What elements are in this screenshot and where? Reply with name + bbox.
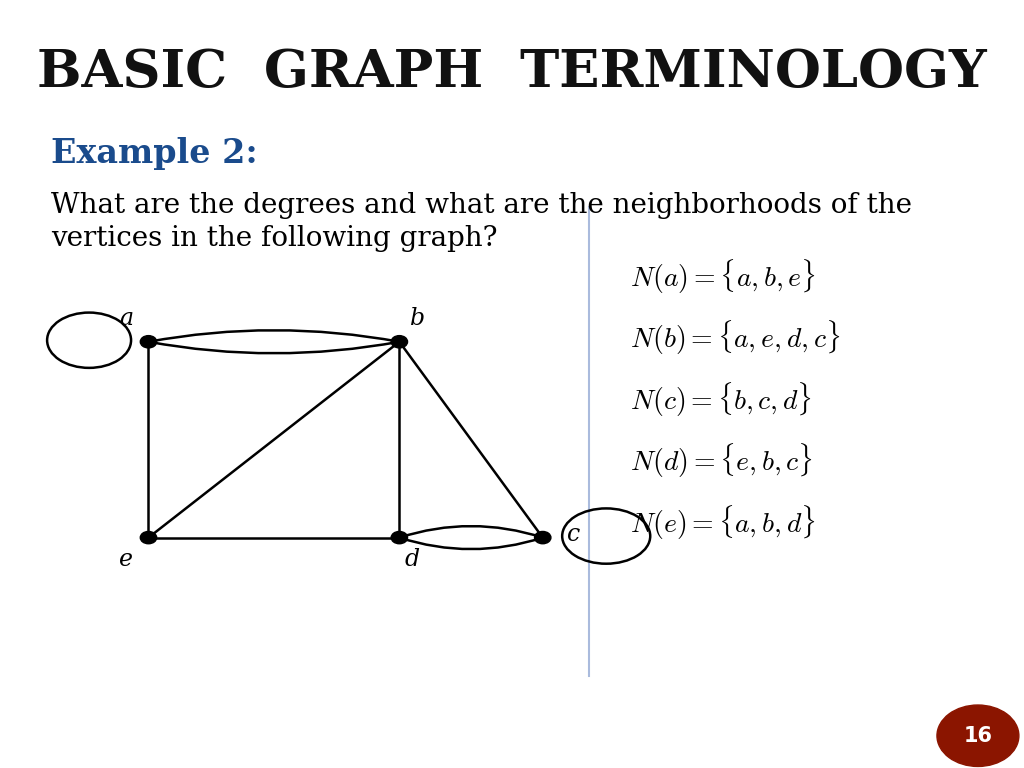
Text: a: a (119, 307, 133, 330)
Text: b: b (411, 307, 425, 330)
Text: c: c (567, 523, 580, 546)
Circle shape (140, 531, 157, 544)
Text: Example 2:: Example 2: (51, 137, 258, 170)
Circle shape (391, 531, 408, 544)
Text: e: e (119, 548, 133, 571)
Text: d: d (404, 548, 419, 571)
Text: $N(e) = \{a, b, d\}$: $N(e) = \{a, b, d\}$ (630, 503, 815, 541)
Text: What are the degrees and what are the neighborhoods of the: What are the degrees and what are the ne… (51, 191, 912, 219)
Text: $N(a) = \{a, b, e\}$: $N(a) = \{a, b, e\}$ (630, 257, 815, 296)
Circle shape (535, 531, 551, 544)
Circle shape (391, 336, 408, 348)
Text: 16: 16 (964, 726, 992, 746)
Text: vertices in the following graph?: vertices in the following graph? (51, 224, 498, 252)
Circle shape (140, 336, 157, 348)
Text: $N(b) = \{a, e, d, c\}$: $N(b) = \{a, e, d, c\}$ (630, 319, 840, 357)
Text: BASIC  GRAPH  TERMINOLOGY: BASIC GRAPH TERMINOLOGY (37, 48, 987, 98)
Text: $N(c) = \{b, c, d\}$: $N(c) = \{b, c, d\}$ (630, 380, 812, 419)
Text: $N(d) = \{e, b, c\}$: $N(d) = \{e, b, c\}$ (630, 442, 813, 480)
Circle shape (937, 705, 1019, 766)
